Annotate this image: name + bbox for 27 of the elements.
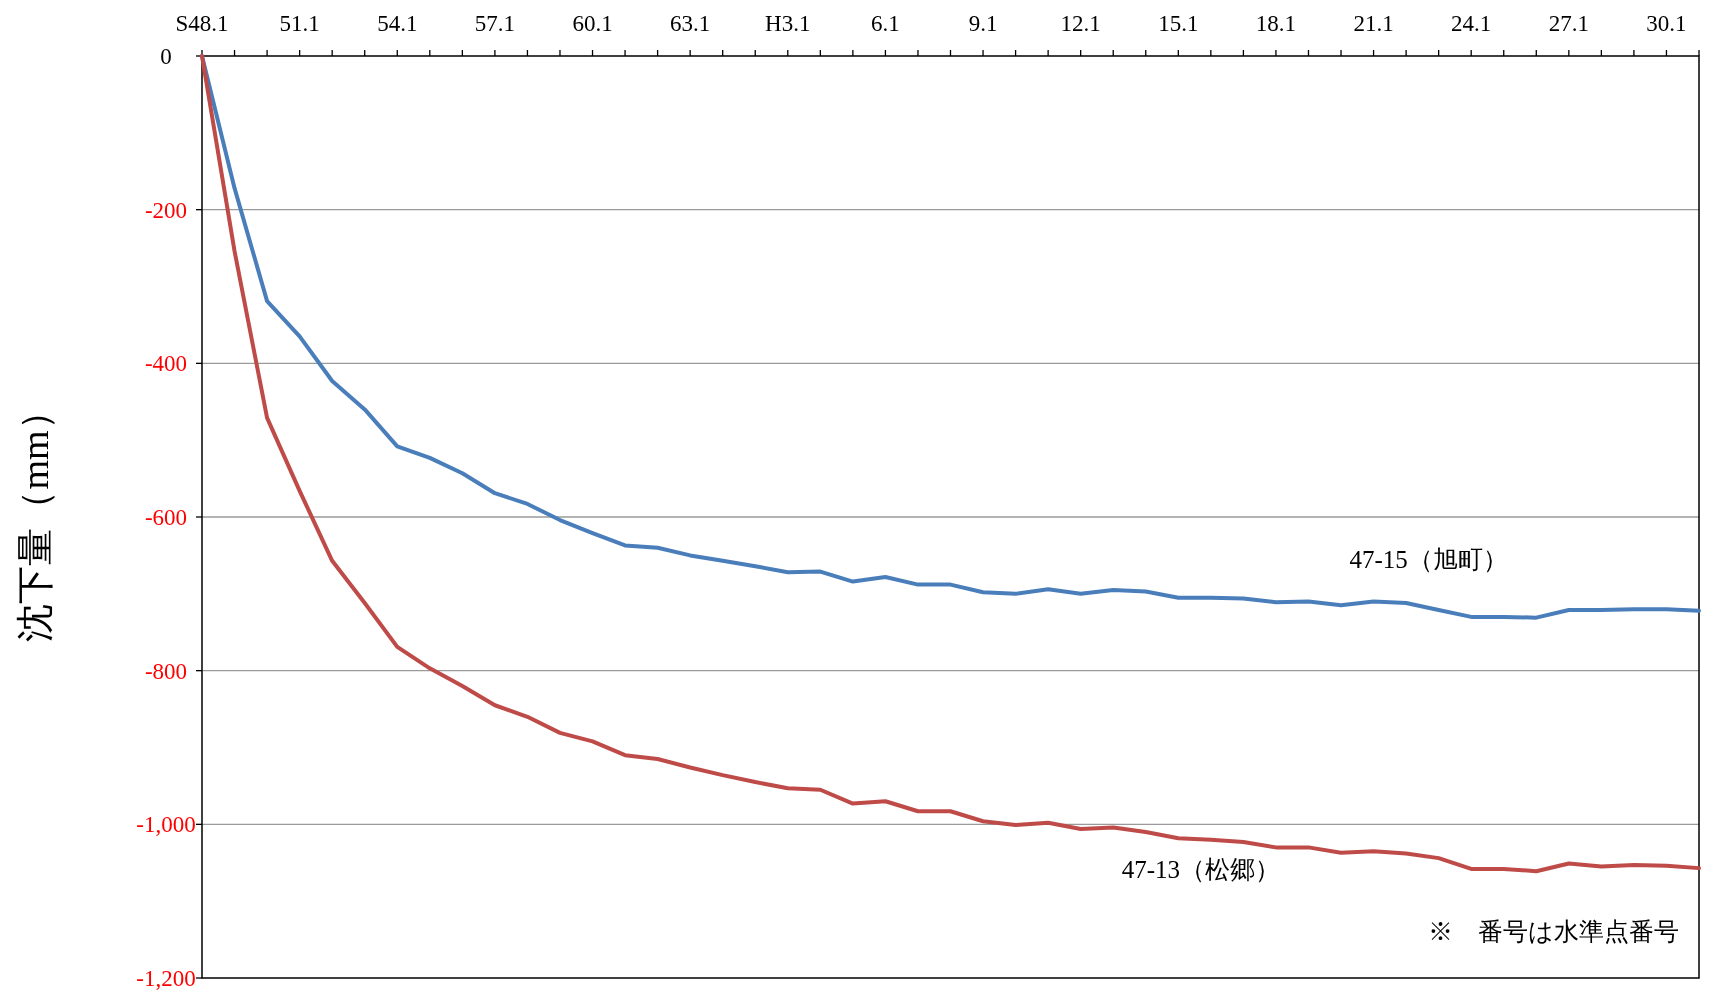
x-tick-label: 60.1 <box>572 11 613 36</box>
x-tick-label: 54.1 <box>377 11 418 36</box>
x-tick-label: 57.1 <box>474 11 516 36</box>
x-tick-label: 6.1 <box>871 11 900 36</box>
y-tick-label: -600 <box>144 505 188 530</box>
y-tick-label: -800 <box>144 658 188 684</box>
y-tick-label: -1,000 <box>136 812 196 838</box>
y-tick-label: 0 <box>160 44 172 69</box>
series-label: 47-15（旭町） <box>1349 545 1508 573</box>
x-tick-label: 9.1 <box>968 11 998 36</box>
x-tick-label: 51.1 <box>279 11 320 36</box>
series-label: 47-13（松郷） <box>1121 855 1281 883</box>
x-tick-label: 12.1 <box>1060 11 1101 36</box>
y-tick-label: -200 <box>144 197 188 223</box>
x-tick-label: 15.1 <box>1158 11 1199 36</box>
y-tick-label: -1,200 <box>136 966 196 991</box>
x-tick-label: 21.1 <box>1353 11 1394 36</box>
y-axis-title: 沈下量（mm） <box>14 392 56 642</box>
x-tick-label: 24.1 <box>1451 11 1492 36</box>
annotation: ※ 番号は水準点番号 <box>1428 918 1679 945</box>
x-tick-label: S48.1 <box>175 11 229 36</box>
x-tick-label: 27.1 <box>1548 11 1589 36</box>
x-tick-label: 18.1 <box>1255 11 1297 36</box>
x-tick-label: H3.1 <box>765 11 811 36</box>
x-tick-label: 30.1 <box>1646 11 1687 36</box>
x-tick-label: 63.1 <box>670 11 711 36</box>
y-tick-label: -400 <box>144 351 188 377</box>
